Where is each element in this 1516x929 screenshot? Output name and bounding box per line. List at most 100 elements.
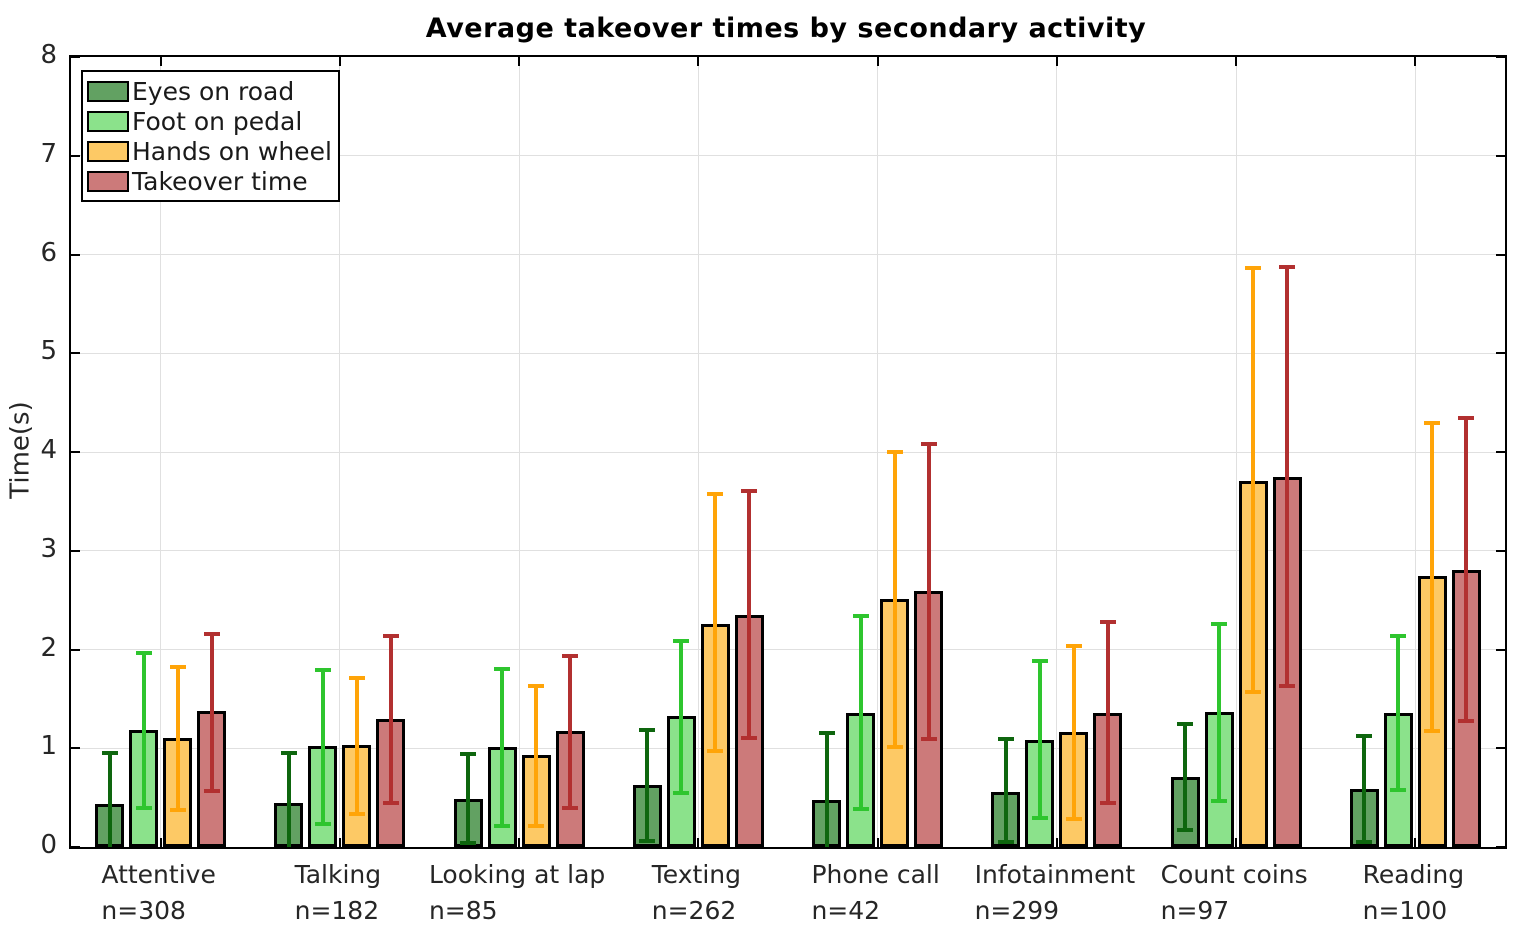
error-bar-cap-bottom bbox=[741, 736, 758, 741]
error-bar-line bbox=[824, 733, 829, 847]
x-tick-label: Infotainment n=299 bbox=[975, 857, 1136, 929]
legend-item: Eyes on road bbox=[87, 76, 332, 106]
y-tick-right bbox=[1496, 56, 1505, 58]
error-bar-line bbox=[679, 640, 684, 793]
x-tick-top bbox=[1414, 57, 1417, 66]
error-bar-cap-top bbox=[460, 752, 477, 757]
x-gridline bbox=[1056, 57, 1058, 847]
error-bar-line bbox=[1217, 623, 1222, 801]
x-tick-top bbox=[338, 57, 341, 66]
error-bar-line bbox=[1071, 645, 1076, 820]
y-tick-left bbox=[71, 253, 80, 256]
y-gridline bbox=[71, 254, 1505, 255]
y-gridline bbox=[71, 155, 1505, 157]
x-tick-label-category: Attentive bbox=[101, 860, 216, 889]
y-tick-label: 4 bbox=[40, 435, 57, 465]
error-bar-cap-top bbox=[1211, 621, 1228, 626]
error-bar-cap-top bbox=[135, 651, 152, 656]
error-bar-cap-bottom bbox=[203, 788, 220, 793]
error-bar-cap-bottom bbox=[348, 812, 365, 817]
y-tick-right bbox=[1496, 451, 1505, 453]
x-tick-top bbox=[1055, 57, 1058, 66]
y-tick-label: 1 bbox=[40, 731, 57, 762]
error-bar-cap-top bbox=[494, 667, 511, 672]
error-bar-cap-bottom bbox=[382, 800, 399, 805]
x-tick-label-category: Reading bbox=[1362, 860, 1465, 889]
error-bar-cap-bottom bbox=[1211, 798, 1228, 803]
error-bar-line bbox=[1396, 635, 1401, 790]
x-tick-label-count: n=308 bbox=[101, 896, 186, 925]
error-bar-cap-top bbox=[997, 737, 1014, 742]
error-bar-cap-top bbox=[169, 665, 186, 670]
error-bar-cap-top bbox=[818, 731, 835, 736]
error-bar-cap-bottom bbox=[135, 805, 152, 810]
y-tick-label: 3 bbox=[40, 533, 57, 564]
error-bar-line bbox=[1251, 268, 1256, 692]
error-bar-cap-bottom bbox=[494, 824, 511, 829]
x-tick-bottom bbox=[159, 838, 162, 847]
error-bar-cap-top bbox=[1356, 734, 1373, 739]
error-bar-cap-bottom bbox=[1245, 689, 1262, 694]
error-bar-cap-bottom bbox=[997, 840, 1014, 845]
error-bar-cap-bottom bbox=[1177, 828, 1194, 833]
error-bar-cap-top bbox=[528, 684, 545, 689]
x-tick-bottom bbox=[697, 838, 700, 847]
error-bar-cap-bottom bbox=[1356, 840, 1373, 845]
x-tick-label: Attentive n=308 bbox=[101, 857, 215, 929]
error-bar-cap-bottom bbox=[169, 808, 186, 813]
x-tick-label-count: n=85 bbox=[428, 896, 498, 925]
error-bar-line bbox=[175, 667, 180, 811]
x-tick-label-category: Talking bbox=[294, 860, 382, 889]
legend-label: Eyes on road bbox=[132, 76, 295, 106]
x-gridline bbox=[1414, 57, 1416, 847]
error-bar-cap-top bbox=[382, 633, 399, 638]
legend-label: Hands on wheel bbox=[132, 136, 332, 166]
x-gridline bbox=[877, 57, 879, 847]
error-bar-cap-top bbox=[280, 751, 297, 756]
legend-swatch bbox=[87, 170, 129, 192]
error-bar-cap-top bbox=[1031, 659, 1048, 664]
error-bar-line bbox=[500, 669, 505, 827]
x-tick-label-count: n=299 bbox=[974, 896, 1060, 925]
error-bar-cap-top bbox=[314, 668, 331, 673]
x-tick-top bbox=[159, 57, 162, 66]
error-bar-cap-top bbox=[1177, 721, 1194, 726]
x-tick-bottom bbox=[1055, 838, 1058, 847]
x-tick-label: Looking at lap n=85 bbox=[429, 857, 605, 929]
x-tick-label: Phone call n=42 bbox=[811, 857, 939, 929]
error-bar-cap-top bbox=[562, 654, 579, 659]
error-bar-cap-bottom bbox=[639, 839, 656, 844]
error-bar-cap-top bbox=[1065, 643, 1082, 648]
y-gridline bbox=[71, 451, 1505, 453]
y-tick-left bbox=[71, 154, 80, 157]
error-bar-line bbox=[892, 452, 897, 748]
error-bar-cap-top bbox=[707, 492, 724, 497]
error-bar-cap-top bbox=[639, 728, 656, 733]
x-tick-label-count: n=182 bbox=[294, 896, 380, 925]
x-tick-top bbox=[876, 57, 879, 66]
error-bar-line bbox=[1362, 736, 1367, 843]
x-tick-label: Talking n=182 bbox=[295, 857, 382, 929]
error-bar-cap-bottom bbox=[673, 790, 690, 795]
error-bar-line bbox=[926, 444, 931, 740]
error-bar-line bbox=[1105, 621, 1110, 803]
error-bar-line bbox=[286, 753, 291, 847]
error-bar-cap-bottom bbox=[460, 841, 477, 846]
y-gridline bbox=[71, 352, 1505, 354]
y-gridline bbox=[71, 550, 1505, 552]
x-tick-bottom bbox=[876, 838, 879, 847]
y-tick-label: 5 bbox=[40, 336, 57, 367]
x-tick-label-category: Phone call bbox=[811, 860, 940, 889]
x-tick-label-count: n=262 bbox=[651, 896, 737, 925]
x-tick-label-category: Infotainment bbox=[974, 860, 1136, 889]
error-bar-line bbox=[466, 754, 471, 844]
y-tick-label: 6 bbox=[40, 237, 57, 268]
error-bar-cap-top bbox=[1099, 619, 1116, 624]
error-bar-line bbox=[1430, 423, 1435, 732]
error-bar-line bbox=[713, 494, 718, 752]
error-bar-cap-bottom bbox=[886, 745, 903, 750]
x-tick-label: Reading n=100 bbox=[1363, 857, 1464, 929]
legend-swatch bbox=[87, 80, 129, 102]
y-tick-left bbox=[71, 56, 80, 58]
x-tick-label: Count coins n=97 bbox=[1161, 857, 1308, 929]
